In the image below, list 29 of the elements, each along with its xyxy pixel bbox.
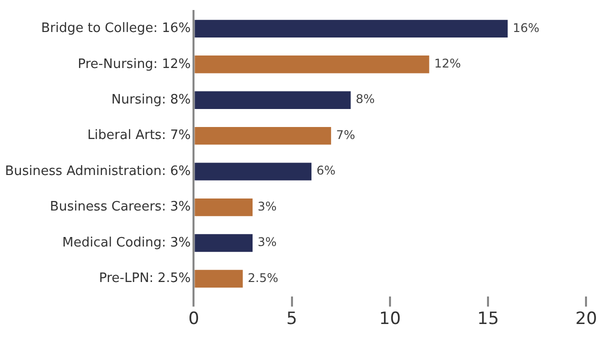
data-label: 2.5% bbox=[248, 270, 278, 285]
data-label: 8% bbox=[356, 92, 375, 106]
y-tick-label: Medical Coding: 3% bbox=[62, 235, 191, 250]
bar bbox=[194, 162, 312, 180]
x-tick-label: 0 bbox=[188, 309, 200, 330]
y-tick-label: Pre-LPN: 2.5% bbox=[99, 271, 191, 286]
x-tick-label: 5 bbox=[286, 309, 298, 330]
y-tick-label: Liberal Arts: 7% bbox=[87, 128, 191, 144]
x-tick-label: 10 bbox=[379, 309, 401, 330]
y-tick-label: Business Careers: 3% bbox=[50, 200, 191, 215]
y-tick-label: Bridge to College: 16% bbox=[41, 21, 191, 36]
x-tick-label: 20 bbox=[575, 309, 598, 330]
x-tick-label: 15 bbox=[477, 309, 499, 330]
y-tick-label: Pre-Nursing: 12% bbox=[78, 56, 191, 72]
bar bbox=[194, 270, 243, 288]
data-label: 3% bbox=[258, 235, 277, 250]
data-label: 16% bbox=[512, 20, 540, 35]
data-label: 6% bbox=[316, 164, 336, 178]
bar bbox=[194, 91, 351, 109]
data-label: 12% bbox=[434, 56, 461, 71]
bar bbox=[194, 20, 508, 38]
data-label: 7% bbox=[336, 128, 356, 142]
bar bbox=[194, 126, 332, 145]
y-tick-label: Nursing: 8% bbox=[111, 92, 191, 108]
data-label: 3% bbox=[258, 199, 277, 214]
bar bbox=[194, 198, 253, 216]
y-tick-label: Business Administration: 6% bbox=[4, 164, 191, 179]
bar bbox=[194, 56, 430, 74]
bar bbox=[194, 234, 253, 252]
